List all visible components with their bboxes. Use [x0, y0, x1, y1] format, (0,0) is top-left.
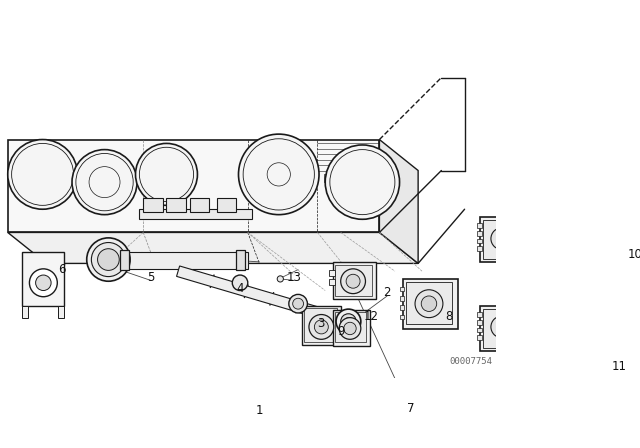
- Bar: [120, 250, 129, 271]
- Text: 11: 11: [612, 360, 627, 373]
- Bar: [335, 174, 342, 182]
- Text: 12: 12: [364, 310, 379, 323]
- Bar: [304, 308, 337, 342]
- Text: 9: 9: [337, 325, 344, 338]
- Bar: [143, 198, 163, 211]
- Bar: [333, 262, 376, 299]
- Circle shape: [72, 150, 137, 215]
- Bar: [483, 220, 522, 259]
- Bar: [399, 287, 404, 291]
- Text: 3: 3: [317, 317, 325, 330]
- Bar: [302, 306, 340, 345]
- Bar: [477, 223, 482, 228]
- Bar: [477, 320, 482, 325]
- Circle shape: [491, 228, 513, 250]
- Text: 6: 6: [58, 263, 66, 276]
- Circle shape: [340, 269, 365, 293]
- Bar: [477, 336, 482, 340]
- Circle shape: [8, 139, 77, 209]
- Bar: [477, 312, 482, 317]
- Bar: [22, 306, 28, 318]
- Bar: [403, 279, 458, 329]
- Text: 00007754: 00007754: [449, 358, 492, 366]
- Circle shape: [336, 309, 361, 334]
- Circle shape: [277, 276, 284, 282]
- Polygon shape: [8, 233, 418, 263]
- Bar: [367, 174, 375, 182]
- Text: 1: 1: [255, 404, 263, 417]
- Circle shape: [339, 318, 361, 339]
- Circle shape: [325, 145, 399, 219]
- Circle shape: [36, 275, 51, 291]
- Circle shape: [344, 322, 356, 335]
- Circle shape: [289, 294, 307, 313]
- Bar: [140, 209, 252, 219]
- Polygon shape: [380, 139, 418, 263]
- Bar: [480, 217, 528, 262]
- Polygon shape: [177, 266, 350, 327]
- Circle shape: [497, 322, 507, 332]
- Circle shape: [340, 314, 356, 329]
- Circle shape: [344, 318, 352, 325]
- Bar: [166, 198, 186, 211]
- Bar: [477, 327, 482, 332]
- Circle shape: [415, 290, 443, 318]
- Circle shape: [29, 269, 58, 297]
- Circle shape: [491, 316, 513, 338]
- Bar: [399, 305, 404, 310]
- Circle shape: [87, 238, 130, 281]
- Bar: [356, 174, 364, 182]
- Bar: [477, 239, 482, 243]
- Bar: [399, 314, 404, 319]
- Bar: [335, 265, 372, 296]
- Bar: [399, 296, 404, 301]
- Text: 13: 13: [287, 271, 301, 284]
- Circle shape: [92, 242, 125, 276]
- Circle shape: [421, 296, 436, 311]
- Circle shape: [239, 134, 319, 215]
- Bar: [483, 309, 522, 348]
- Circle shape: [232, 275, 248, 291]
- Bar: [329, 270, 335, 276]
- Bar: [217, 198, 236, 211]
- Bar: [189, 198, 209, 211]
- Circle shape: [97, 249, 119, 271]
- Polygon shape: [120, 252, 248, 269]
- Bar: [333, 310, 370, 345]
- Text: 5: 5: [147, 271, 155, 284]
- Bar: [335, 312, 366, 342]
- Circle shape: [136, 143, 198, 205]
- Text: 4: 4: [236, 283, 244, 296]
- Circle shape: [309, 314, 333, 339]
- Bar: [477, 231, 482, 236]
- Bar: [324, 174, 332, 182]
- Polygon shape: [8, 139, 380, 233]
- Text: 7: 7: [406, 402, 414, 415]
- Bar: [22, 252, 64, 306]
- Text: 10: 10: [627, 248, 640, 261]
- Circle shape: [314, 320, 328, 334]
- Bar: [236, 250, 246, 271]
- Bar: [480, 306, 528, 351]
- Bar: [346, 174, 353, 182]
- Bar: [58, 306, 64, 318]
- Text: 2: 2: [383, 286, 391, 299]
- Text: 8: 8: [445, 310, 452, 323]
- Bar: [406, 282, 452, 324]
- Bar: [329, 279, 335, 285]
- Bar: [477, 246, 482, 251]
- Circle shape: [346, 274, 360, 288]
- Circle shape: [292, 298, 303, 309]
